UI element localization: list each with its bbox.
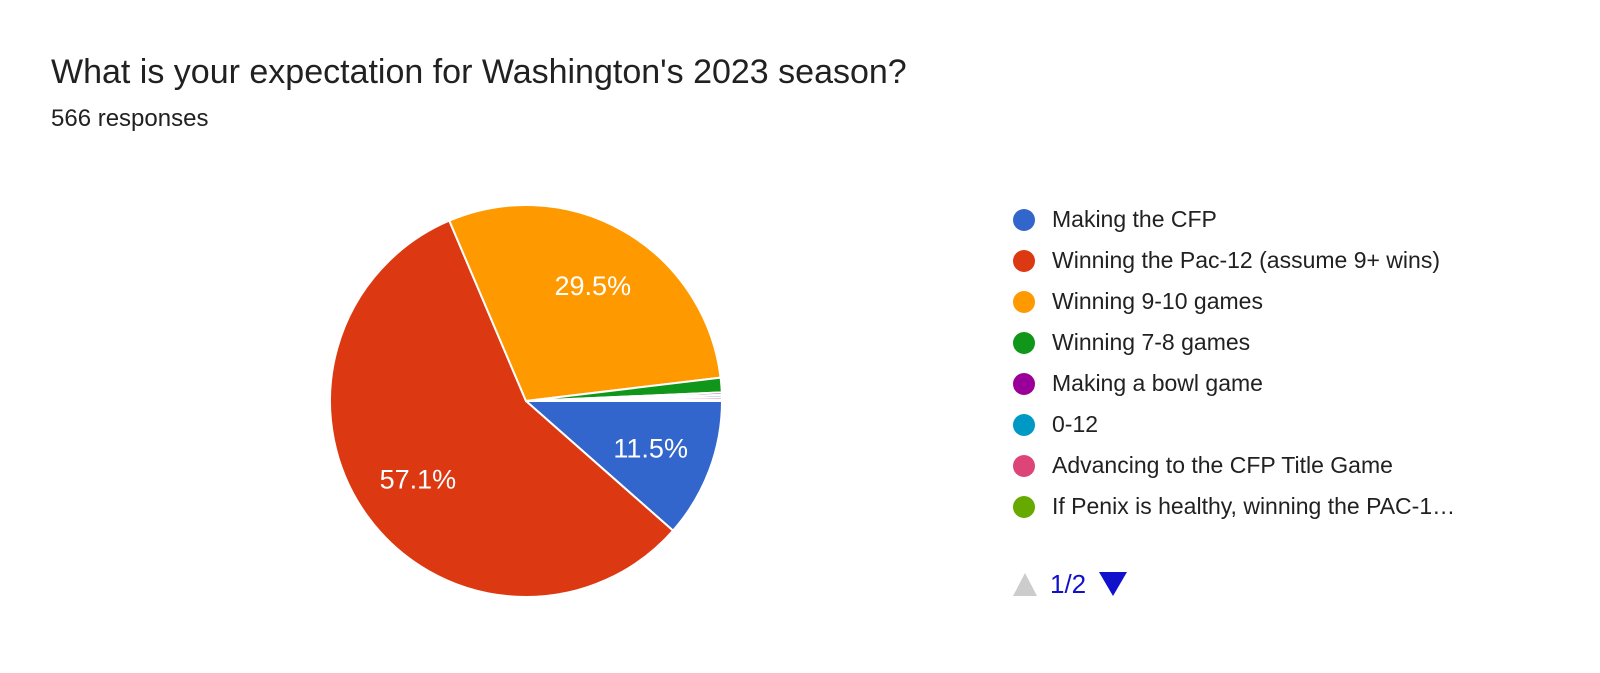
pie-chart-area: 11.5% 57.1% 29.5% [326,201,726,601]
legend-item-winning-7-8-games: Winning 7-8 games [1013,322,1455,363]
legend-color-swatch-icon [1013,372,1035,395]
legend-item-label: Making the CFP [1052,206,1217,232]
legend-item-advancing-to-the-cfp-title-game: Advancing to the CFP Title Game [1013,445,1455,486]
legend-item-winning-9-10-games: Winning 9-10 games [1013,281,1455,322]
legend-next-page-icon[interactable] [1099,572,1128,596]
legend-pagination: 1/2 [1013,568,1128,599]
slice-percent-label: 57.1% [380,464,457,494]
legend-item-label: Making a bowl game [1052,370,1263,396]
pie-slice-winning-9-10-games[interactable] [447,203,722,403]
pie-chart: 11.5% 57.1% 29.5% [329,203,724,598]
legend-item-winning-the-pac-12-assume-9-wins: Winning the Pac-12 (assume 9+ wins) [1013,240,1455,281]
legend-item-label: 0-12 [1052,411,1099,437]
legend-item-label: Winning 7-8 games [1052,329,1251,355]
chart-legend: Making the CFP Winning the Pac-12 (assume… [1013,199,1455,527]
legend-color-swatch-icon [1013,413,1035,436]
legend-item-making-the-cfp: Making the CFP [1013,199,1455,240]
legend-page-indicator: 1/2 [1050,568,1087,599]
legend-color-swatch-icon [1013,454,1035,477]
legend-item-label: Advancing to the CFP Title Game [1052,452,1393,478]
slice-percent-label: 29.5% [555,271,632,301]
legend-color-swatch-icon [1013,331,1035,354]
pie-slice-winning-the-pac-12-assume-9-wins[interactable] [329,219,675,598]
response-count: 566 responses [51,105,209,132]
pie-slice-making-the-cfp[interactable] [523,400,724,533]
legend-color-swatch-icon [1013,495,1035,518]
legend-item-label: Winning 9-10 games [1052,288,1263,314]
legend-item-label: If Penix is healthy, winning the PAC-1… [1052,493,1456,519]
legend-color-swatch-icon [1013,290,1035,313]
slice-percent-label: 11.5% [613,434,688,464]
legend-color-swatch-icon [1013,208,1035,231]
legend-item-0-12: 0-12 [1013,404,1455,445]
legend-item-label: Winning the Pac-12 (assume 9+ wins) [1052,247,1440,273]
legend-item-making-a-bowl-game: Making a bowl game [1013,363,1455,404]
legend-item-if-penix-is-healthy-winning-the-pac-1: If Penix is healthy, winning the PAC-1… [1013,486,1455,527]
question-title: What is your expectation for Washington'… [51,53,907,91]
pie-slice-if-penix-is-healthy-winning-the-pac-1[interactable] [525,398,724,402]
legend-color-swatch-icon [1013,249,1035,272]
legend-prev-page-icon[interactable] [1013,572,1037,596]
